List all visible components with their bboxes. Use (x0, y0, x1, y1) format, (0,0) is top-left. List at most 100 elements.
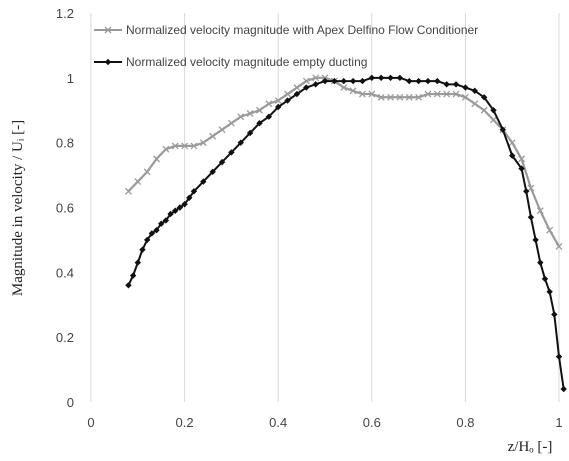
x-tick-label: 0.8 (456, 415, 474, 430)
empty-ducting-data-point (359, 77, 366, 85)
legend-item-empty-ducting: Normalized velocity magnitude empty duct… (94, 55, 367, 69)
y-tick-label: 0 (67, 395, 74, 410)
grid-lines (90, 13, 560, 402)
y-tick-labels: 0 0.2 0.4 0.6 0.8 1 1.2 (56, 6, 74, 410)
empty-ducting-data-point (424, 77, 432, 85)
empty-ducting-data-point (312, 81, 319, 88)
y-axis-title: Magnitude in velocity / Uᵢ [-] (10, 120, 26, 296)
empty-ducting-data-point (349, 77, 357, 85)
conditioner-data-point (377, 93, 385, 101)
x-tick-label: 0.2 (176, 415, 194, 430)
legend: Normalized velocity magnitude with Apex … (94, 23, 478, 69)
conditioner-data-point (518, 155, 526, 163)
legend-swatch-marker (104, 58, 112, 66)
empty-ducting-data-point (129, 272, 137, 279)
empty-ducting-data-point (555, 353, 563, 360)
series-empty-ducting (125, 74, 567, 393)
empty-ducting-data-point (284, 97, 291, 104)
x-tick-label: 1 (555, 415, 562, 430)
y-tick-label: 1 (67, 71, 74, 86)
conditioner-data-point (415, 93, 423, 101)
empty-ducting-data-point (368, 74, 375, 82)
conditioner-data-point (218, 126, 226, 134)
empty-ducting-data-point (293, 90, 301, 98)
empty-ducting-data-point (340, 77, 347, 85)
empty-ducting-data-point (532, 236, 539, 244)
conditioner-data-point (181, 142, 189, 150)
conditioner-data-point (424, 90, 432, 98)
x-tick-label: 0.6 (363, 415, 381, 430)
empty-ducting-data-point (186, 194, 193, 201)
conditioner-data-point (227, 119, 235, 127)
empty-ducting-data-point (218, 158, 226, 166)
empty-ducting-data-point (158, 220, 165, 227)
conditioner-data-point (171, 142, 179, 150)
empty-ducting-data-point (527, 214, 535, 221)
empty-ducting-data-point (275, 103, 282, 111)
empty-ducting-data-point (406, 77, 413, 85)
conditioner-data-point (405, 93, 413, 101)
conditioner-data-point (312, 74, 320, 82)
conditioner-data-point (433, 90, 441, 98)
conditioner-data-point (527, 184, 535, 192)
y-tick-label: 0.2 (56, 330, 74, 345)
x-axis-title: z/Hₒ [-] (508, 439, 553, 455)
conditioner-data-point (443, 90, 451, 98)
empty-ducting-data-point (462, 84, 469, 91)
empty-ducting-data-point (537, 259, 544, 266)
conditioner-data-point (480, 106, 488, 114)
empty-ducting-data-point (228, 149, 235, 156)
conditioner-data-point (302, 77, 310, 85)
empty-ducting-data-point (471, 87, 478, 94)
conditioner-data-point (546, 226, 554, 234)
conditioner-data-point (124, 187, 132, 195)
empty-ducting-data-point (209, 168, 216, 176)
conditioner-data-point (153, 155, 160, 163)
conditioner-data-point (284, 90, 292, 98)
y-tick-label: 0.6 (56, 201, 74, 216)
legend-item-conditioner: Normalized velocity magnitude with Apex … (94, 23, 478, 37)
conditioner-data-point (387, 93, 394, 101)
empty-ducting-data-point (237, 139, 244, 146)
conditioner-data-point (237, 113, 245, 121)
empty-ducting-data-point (396, 74, 404, 82)
empty-ducting-data-point (172, 207, 179, 214)
conditioner-data-point (274, 97, 282, 104)
x-tick-labels: 0 0.2 0.4 0.6 0.8 1 (87, 415, 562, 430)
conditioner-data-point (508, 139, 516, 147)
y-tick-label: 1.2 (56, 6, 74, 21)
conditioner-data-point (452, 90, 460, 98)
empty-ducting-data-point (518, 165, 525, 172)
x-tick-label: 0 (87, 415, 94, 430)
conditioner-data-point (190, 142, 198, 150)
empty-ducting-data-point (546, 288, 553, 295)
empty-ducting-data-point (443, 81, 450, 88)
conditioner-data-point (490, 116, 497, 124)
empty-ducting-data-point (541, 275, 549, 283)
conditioner-data-point (134, 178, 142, 186)
empty-ducting-data-point (452, 81, 460, 88)
empty-ducting-data-point (321, 77, 329, 85)
conditioner-data-point (199, 139, 207, 147)
empty-ducting-data-point (509, 152, 516, 159)
conditioner-data-point (209, 132, 217, 140)
empty-ducting-data-point (153, 226, 160, 234)
conditioner-data-point (340, 84, 348, 92)
empty-ducting-data-point (162, 217, 170, 224)
conditioner-data-point (555, 242, 563, 250)
conditioner-line (127, 76, 560, 247)
legend-swatch-marker (104, 26, 112, 34)
x-tick-label: 0.4 (269, 415, 287, 430)
empty-ducting-data-point (551, 311, 558, 318)
conditioner-data-point (256, 106, 263, 114)
empty-ducting-data-point (387, 74, 394, 82)
conditioner-data-point (143, 168, 151, 176)
empty-ducting-data-point (499, 126, 507, 133)
empty-ducting-data-point (265, 113, 273, 120)
empty-ducting-data-point (148, 230, 156, 237)
empty-ducting-data-point (256, 120, 263, 127)
conditioner-data-point (321, 74, 329, 82)
legend-label-empty-ducting: Normalized velocity magnitude empty duct… (126, 55, 367, 69)
conditioner-data-point (368, 90, 376, 98)
